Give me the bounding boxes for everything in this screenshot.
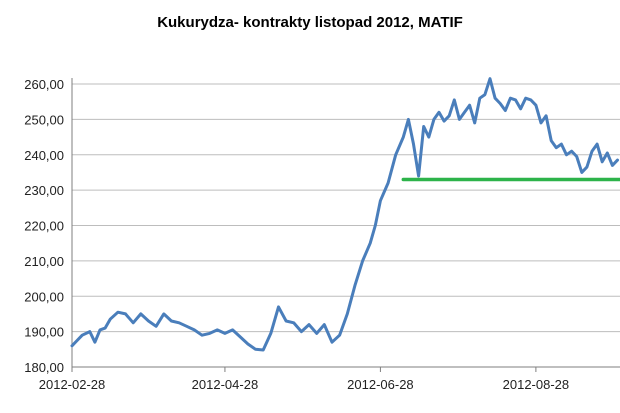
x-tick-label: 2012-06-28 [347,377,414,392]
y-tick-label: 200,00 [24,289,64,304]
x-tick-label: 2012-04-28 [192,377,259,392]
x-tick-labels: 2012-02-28 2012-04-28 2012-06-28 2012-08-28 [39,377,569,392]
y-tick-label: 220,00 [24,219,64,234]
x-tick-label: 2012-08-28 [503,377,570,392]
y-tick-label: 180,00 [24,360,64,375]
price-series-line [70,77,619,352]
x-tick-label: 2012-02-28 [39,377,106,392]
y-tick-label: 240,00 [24,148,64,163]
y-tick-label: 230,00 [24,183,64,198]
y-tick-label: 260,00 [24,77,64,92]
series-lines [70,77,620,352]
axes [71,78,620,372]
y-tick-labels: 180,00 190,00 200,00 210,00 220,00 230,00 240,… [24,77,64,375]
y-tick-label: 250,00 [24,112,64,127]
y-tick-label: 210,00 [24,254,64,269]
chart-title: Kukurydza- kontrakty listopad 2012, MATI… [157,14,463,31]
y-tick-label: 190,00 [24,325,64,340]
